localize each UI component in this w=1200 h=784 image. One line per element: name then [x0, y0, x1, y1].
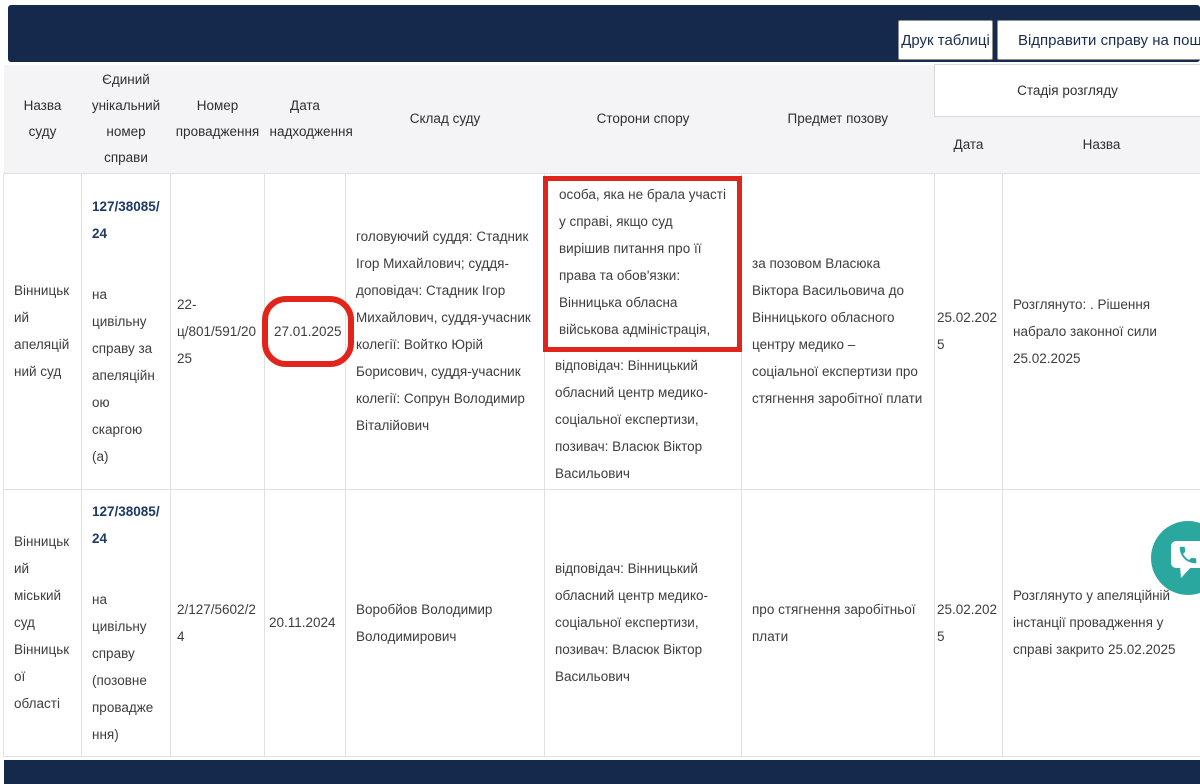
cell-court-composition: Воробйов Володимир Володимирович — [346, 489, 545, 756]
cell-claim-subject: за позовом Власюка Віктора Васильовича д… — [742, 173, 935, 489]
send-case-email-button[interactable]: Відправити справу на пошту — [997, 20, 1200, 60]
cell-court: Вінницький апеляційний суд — [4, 173, 82, 489]
case-number-link[interactable]: 127/38085/24 — [92, 193, 160, 247]
top-toolbar: Друк таблиці Відправити справу на пошту — [8, 5, 1200, 62]
annotation-circle-receipt-date: 27.01.2025 — [262, 296, 354, 367]
cell-stage-date: 25.02.2025 — [935, 173, 1003, 489]
header-stage-date: Дата — [935, 117, 1003, 173]
cell-case-number: 127/38085/24 на цивільну справу (позовне… — [82, 489, 171, 756]
annotation-box-parties: особа, яка не брала участі у справі, якщ… — [543, 176, 742, 352]
cell-receipt-date: 27.01.2025 — [265, 173, 346, 489]
parties-highlighted-text: особа, яка не брала участі у справі, якщ… — [559, 187, 726, 337]
parties-rest-text: відповідач: Вінницький обласний центр ме… — [555, 358, 708, 481]
table-row: Вінницький апеляційний суд 127/38085/24 … — [4, 173, 1200, 489]
cell-stage-name: Розглянуто: . Рішення набрало законної с… — [1003, 173, 1200, 489]
footer-bar — [4, 760, 1200, 784]
receipt-date-value: 27.01.2025 — [274, 324, 342, 339]
court-cases-table: Назва суду Єдиний унікальний номер справ… — [3, 64, 1200, 757]
header-court-composition: Склад суду — [346, 65, 545, 174]
case-number-link[interactable]: 127/38085/24 — [92, 498, 160, 552]
cell-court-composition: головуючий суддя: Стадник Ігор Михайлови… — [346, 173, 545, 489]
print-table-button[interactable]: Друк таблиці — [898, 20, 993, 60]
header-receipt-date: Дата надходження — [265, 65, 346, 174]
cell-stage-date: 25.02.2025 — [935, 489, 1003, 756]
header-stage-name: Назва — [1003, 117, 1200, 173]
cell-proceeding-number: 2/127/5602/24 — [171, 489, 265, 756]
case-description: на цивільну справу (позовне провадження) — [92, 586, 160, 748]
table-row: Вінницький міський суд Вінницької област… — [4, 489, 1200, 756]
case-description: на цивільну справу за апеляційною скарго… — [92, 281, 160, 470]
cell-case-number: 127/38085/24 на цивільну справу за апеля… — [82, 173, 171, 489]
cell-claim-subject: про стягнення заробітньої плати — [742, 489, 935, 756]
header-court: Назва суду — [4, 65, 82, 174]
header-dispute-parties: Сторони спору — [545, 65, 742, 174]
cell-court: Вінницький міський суд Вінницької област… — [4, 489, 82, 756]
cell-dispute-parties: відповідач: Вінницький обласний центр ме… — [545, 489, 742, 756]
header-proceeding-number: Номер провадження — [171, 65, 265, 174]
phone-chat-icon — [1167, 537, 1200, 579]
cell-proceeding-number: 22-ц/801/591/2025 — [171, 173, 265, 489]
cell-receipt-date: 20.11.2024 — [265, 489, 346, 756]
cell-dispute-parties: особа, яка не брала участі у справі, якщ… — [545, 173, 742, 489]
header-stage-group: Стадія розгляду — [935, 65, 1200, 117]
header-claim-subject: Предмет позову — [742, 65, 935, 174]
header-case-number: Єдиний унікальний номер справи — [82, 65, 171, 174]
